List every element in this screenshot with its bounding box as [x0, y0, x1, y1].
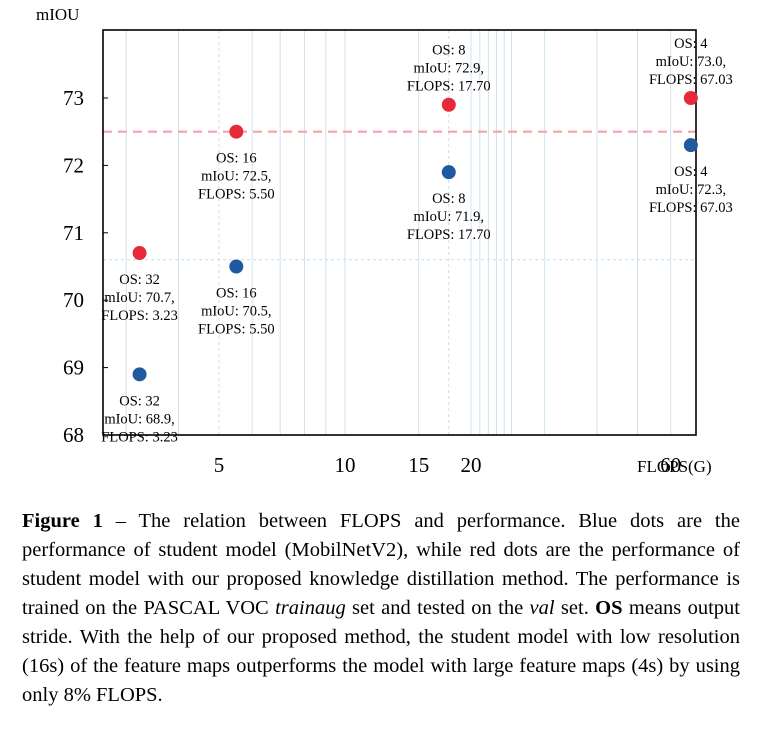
- point-label-line: FLOPS: 3.23: [101, 429, 178, 445]
- distilled-point: [229, 124, 244, 139]
- point-label-line: OS: 32: [119, 272, 160, 288]
- x-tick-label: 10: [335, 453, 356, 477]
- point-label-line: FLOPS: 67.03: [649, 72, 733, 88]
- y-tick-label: 71: [63, 221, 84, 245]
- point-label-line: FLOPS: 5.50: [198, 322, 275, 338]
- point-labels: OS: 32 mIoU: 68.9, FLOPS: 3.23 OS: 32 mIoU: …: [101, 36, 732, 445]
- y-tick-label: 72: [63, 153, 84, 177]
- y-tick-label: 73: [63, 86, 84, 110]
- distilled-point: [132, 246, 147, 261]
- y-tick-label: 70: [63, 288, 84, 312]
- y-axis-ticks: 68 69 70 71 72 73: [63, 86, 108, 447]
- point-label-line: mIoU: 72.5,: [201, 169, 271, 185]
- point-label-line: mIoU: 70.7,: [104, 290, 174, 306]
- caption-label: Figure 1: [22, 510, 103, 532]
- point-label-line: OS: 16: [216, 151, 257, 167]
- point-label-line: OS: 4: [674, 36, 708, 52]
- point-label-line: OS: 4: [674, 164, 708, 180]
- y-tick-label: 69: [63, 356, 84, 380]
- distilled-point: [441, 97, 456, 112]
- caption-text-2: set and tested on the: [345, 597, 530, 619]
- point-label-line: OS: 32: [119, 393, 160, 409]
- point-label-line: mIoU: 68.9,: [104, 411, 174, 427]
- caption-os: OS: [595, 597, 623, 619]
- distilled-point: [683, 91, 698, 105]
- x-tick-label: 15: [408, 453, 429, 477]
- point-label-line: mIoU: 70.5,: [201, 304, 271, 320]
- point-label-line: OS: 16: [216, 286, 257, 302]
- point-label-line: FLOPS: 5.50: [198, 187, 275, 203]
- y-tick-label: 68: [63, 423, 84, 447]
- x-axis-label: FLOPS(G): [637, 457, 712, 476]
- student-point: [441, 165, 456, 180]
- point-label-line: mIoU: 71.9,: [414, 209, 484, 225]
- data-points: [132, 91, 698, 382]
- x-tick-label: 20: [461, 453, 482, 477]
- point-label-line: FLOPS: 67.03: [649, 200, 733, 216]
- point-label-line: mIoU: 73.0,: [656, 54, 726, 70]
- point-label-line: FLOPS: 17.70: [407, 79, 491, 95]
- point-label-line: mIoU: 72.3,: [656, 182, 726, 198]
- x-tick-label: 5: [214, 453, 225, 477]
- figure-caption: Figure 1 – The relation between FLOPS an…: [22, 507, 740, 710]
- student-point: [229, 259, 244, 274]
- caption-dash: –: [102, 510, 139, 532]
- caption-text-4: means output stride. With the help of ou…: [22, 597, 740, 706]
- caption-val: val: [529, 597, 555, 619]
- caption-trainaug: trainaug: [275, 597, 346, 619]
- student-point: [132, 367, 147, 382]
- scatter-chart: 68 69 70 71 72 73 5 10 15 20 60 mIOU FLOPS(G) OS:…: [36, 5, 733, 477]
- x-tick-label: 60: [660, 453, 681, 477]
- point-label-line: mIoU: 72.9,: [414, 61, 484, 77]
- caption-text-3: set.: [554, 597, 596, 619]
- x-axis-ticks: 5 10 15 20 60: [214, 453, 681, 477]
- point-label-line: FLOPS: 3.23: [101, 308, 178, 324]
- y-axis-label: mIOU: [36, 5, 79, 24]
- point-label-line: OS: 8: [432, 191, 465, 207]
- point-label-line: OS: 8: [432, 43, 465, 59]
- caption-text-1: The relation between FLOPS and performan…: [22, 510, 740, 619]
- grid-lines: [103, 30, 696, 435]
- student-point: [683, 138, 698, 153]
- plot-frame: [102, 29, 697, 436]
- point-label-line: FLOPS: 17.70: [407, 227, 491, 243]
